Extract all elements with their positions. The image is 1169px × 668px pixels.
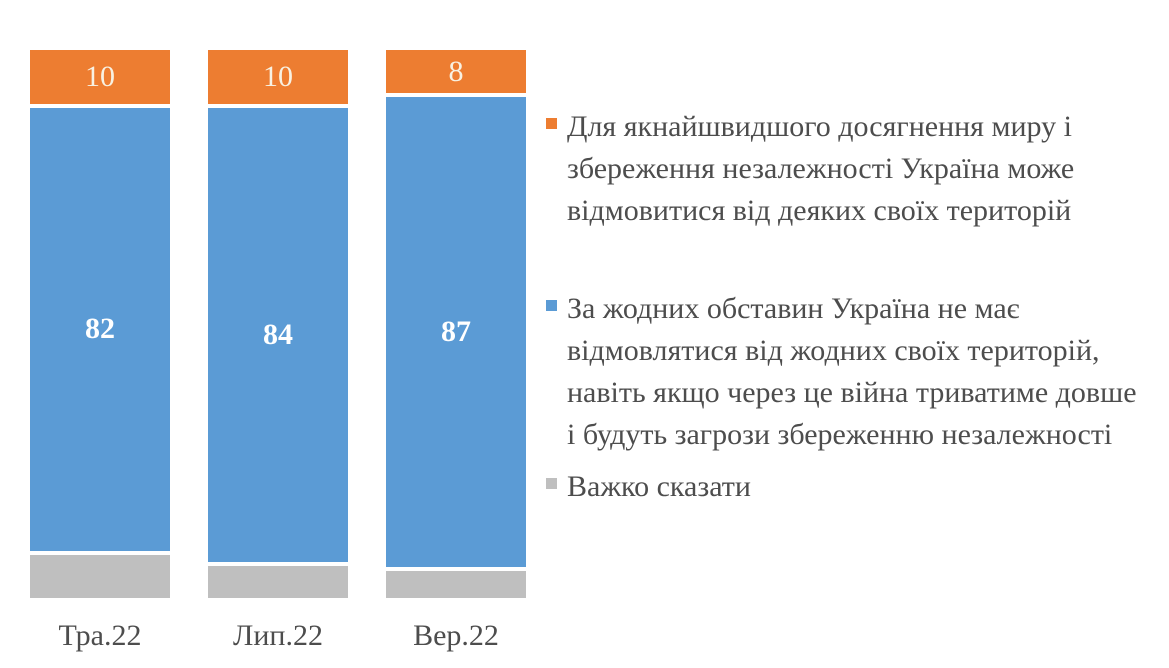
legend-marker-icon [546, 118, 557, 129]
bar-segment-concede-territories: 10 [208, 50, 348, 104]
legend-marker-icon [546, 300, 557, 311]
legend-item-hard-to-say: Важко сказати [546, 466, 751, 508]
bar-value-label: 10 [263, 60, 293, 93]
legend-item-concede-territories: Для якнайшвидшого досягнення миру і збер… [546, 106, 1074, 232]
bar-segment-concede-territories: 10 [30, 50, 170, 104]
bar-segment-concede-territories: 8 [386, 50, 526, 94]
legend-item-no-concessions: За жодних обставин Україна не має відмов… [546, 288, 1137, 456]
bar-value-label: 8 [448, 54, 464, 88]
legend-label: За жодних обставин Україна не має відмов… [567, 292, 1137, 451]
legend-label: Важко сказати [567, 470, 751, 503]
bar-value-label: 84 [263, 317, 293, 351]
bar-column: 10 82 Тра.22 [30, 50, 170, 657]
bar-value-label: 87 [441, 315, 471, 349]
bar-segment-hard-to-say [30, 554, 170, 598]
bar-column: 10 84 Лип.22 [208, 50, 348, 657]
legend-label: Для якнайшвидшого досягнення миру і збер… [567, 110, 1075, 227]
bar-column: 8 87 Вер.22 [386, 50, 526, 657]
bar-segment-no-concessions: 82 [30, 108, 170, 551]
bar-stack: 10 84 [208, 50, 348, 598]
chart-legend: Для якнайшвидшого досягнення миру і збер… [546, 0, 1156, 668]
bar-segment-no-concessions: 84 [208, 108, 348, 562]
x-axis-label: Вер.22 [413, 619, 499, 652]
x-axis-label: Тра.22 [58, 619, 142, 652]
bar-segment-hard-to-say [386, 571, 526, 598]
bar-value-label: 82 [85, 312, 115, 346]
x-axis-label: Лип.22 [233, 619, 323, 652]
bar-segment-no-concessions: 87 [386, 97, 526, 567]
bar-value-label: 10 [85, 60, 115, 93]
bar-stack: 10 82 [30, 50, 170, 598]
legend-marker-icon [546, 478, 557, 489]
bar-chart: 10 82 Тра.22 10 84 Лип.22 8 87 Вер.22 [30, 50, 526, 657]
bar-stack: 8 87 [386, 50, 526, 598]
bar-segment-hard-to-say [208, 565, 348, 598]
